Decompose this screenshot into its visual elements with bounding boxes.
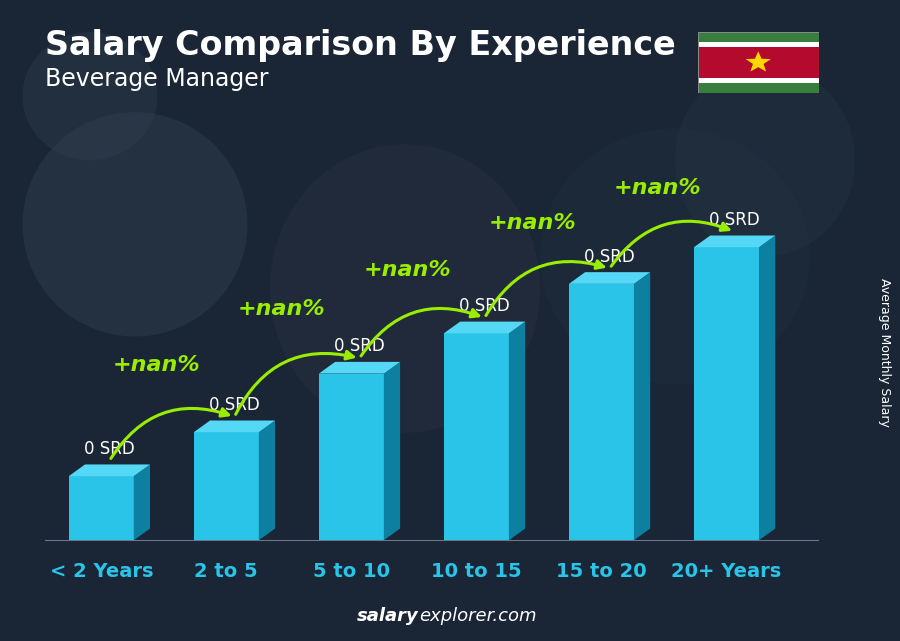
Text: explorer.com: explorer.com bbox=[419, 607, 537, 625]
Ellipse shape bbox=[540, 128, 810, 385]
Text: +nan%: +nan% bbox=[238, 299, 326, 319]
Bar bbox=[698, 42, 819, 47]
FancyArrowPatch shape bbox=[361, 308, 479, 356]
Text: salary: salary bbox=[356, 607, 419, 625]
Polygon shape bbox=[694, 247, 759, 540]
Polygon shape bbox=[259, 420, 275, 540]
Text: 0 SRD: 0 SRD bbox=[709, 211, 760, 229]
Polygon shape bbox=[508, 322, 526, 540]
FancyArrowPatch shape bbox=[486, 261, 604, 315]
Polygon shape bbox=[68, 476, 134, 540]
Polygon shape bbox=[569, 284, 634, 540]
Polygon shape bbox=[634, 272, 650, 540]
FancyArrowPatch shape bbox=[236, 351, 354, 414]
Polygon shape bbox=[68, 465, 150, 476]
Polygon shape bbox=[194, 420, 275, 432]
Polygon shape bbox=[444, 333, 508, 540]
Ellipse shape bbox=[22, 112, 248, 337]
Text: +nan%: +nan% bbox=[488, 213, 576, 233]
Text: 0 SRD: 0 SRD bbox=[84, 440, 135, 458]
Text: +nan%: +nan% bbox=[113, 356, 201, 376]
Ellipse shape bbox=[270, 144, 540, 433]
Polygon shape bbox=[319, 362, 400, 374]
Ellipse shape bbox=[22, 32, 158, 160]
Bar bbox=[698, 78, 819, 83]
Polygon shape bbox=[745, 51, 771, 72]
Polygon shape bbox=[759, 235, 775, 540]
Polygon shape bbox=[134, 465, 150, 540]
FancyArrowPatch shape bbox=[111, 408, 229, 458]
Polygon shape bbox=[194, 432, 259, 540]
Bar bbox=[698, 83, 819, 93]
Polygon shape bbox=[319, 374, 384, 540]
Polygon shape bbox=[384, 362, 400, 540]
Ellipse shape bbox=[675, 64, 855, 256]
Polygon shape bbox=[444, 322, 526, 333]
Text: Beverage Manager: Beverage Manager bbox=[45, 67, 268, 91]
Bar bbox=[698, 47, 819, 78]
Text: 0 SRD: 0 SRD bbox=[209, 396, 260, 414]
Text: 0 SRD: 0 SRD bbox=[459, 297, 510, 315]
Text: 0 SRD: 0 SRD bbox=[584, 247, 634, 265]
Text: +nan%: +nan% bbox=[364, 260, 451, 280]
FancyArrowPatch shape bbox=[611, 221, 729, 266]
Polygon shape bbox=[694, 235, 775, 247]
Text: Salary Comparison By Experience: Salary Comparison By Experience bbox=[45, 29, 676, 62]
Text: Average Monthly Salary: Average Monthly Salary bbox=[878, 278, 890, 427]
Bar bbox=[698, 32, 819, 42]
Polygon shape bbox=[569, 272, 650, 284]
Text: +nan%: +nan% bbox=[613, 178, 701, 198]
Text: 0 SRD: 0 SRD bbox=[334, 337, 385, 355]
